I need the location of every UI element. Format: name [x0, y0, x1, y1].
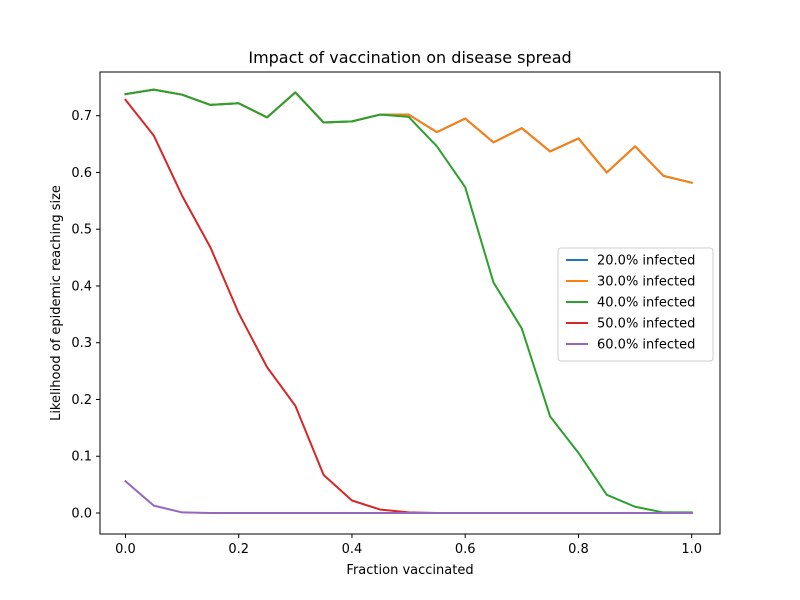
legend: 20.0% infected 30.0% infected 40.0% infect… — [557, 247, 714, 362]
y-tick-label: 0.2 — [71, 393, 92, 408]
chart-title: Impact of vaccination on disease spread — [248, 48, 571, 67]
x-tick-label: 1.0 — [681, 542, 702, 557]
y-tick-label: 0.3 — [71, 336, 92, 351]
series-line-3 — [124, 88, 693, 514]
legend-box — [557, 247, 714, 362]
legend-label: 30.0% infected — [597, 275, 695, 290]
axes-frame — [99, 71, 721, 535]
y-tick-label: 0.7 — [71, 109, 92, 124]
y-tick-label: 0.6 — [71, 166, 92, 181]
x-tick-label: 0.0 — [115, 542, 136, 557]
y-tick-label: 0.5 — [71, 223, 92, 238]
y-tick-label: 0.1 — [71, 450, 92, 465]
series-line-5 — [124, 479, 693, 514]
x-tick-label: 0.6 — [455, 542, 476, 557]
legend-label: 40.0% infected — [597, 296, 695, 311]
legend-label: 20.0% infected — [597, 254, 695, 269]
y-tick-label: 0.4 — [71, 279, 92, 294]
x-axis-label: Fraction vaccinated — [346, 563, 473, 578]
y-tick-label: 0.0 — [71, 507, 92, 522]
y-axis-label: Likelihood of epidemic reaching size — [49, 185, 64, 421]
x-tick-label: 0.2 — [228, 542, 249, 557]
legend-label: 60.0% infected — [597, 338, 695, 353]
x-tick-label: 0.8 — [568, 542, 589, 557]
plot-area: 0.0 0.2 0.4 0.6 0.8 1.0 0.0 0.1 0.2 0.3 0.4 0.5 0.6 0… — [71, 71, 721, 557]
x-tick-label: 0.4 — [342, 542, 363, 557]
legend-label: 50.0% infected — [597, 317, 695, 332]
